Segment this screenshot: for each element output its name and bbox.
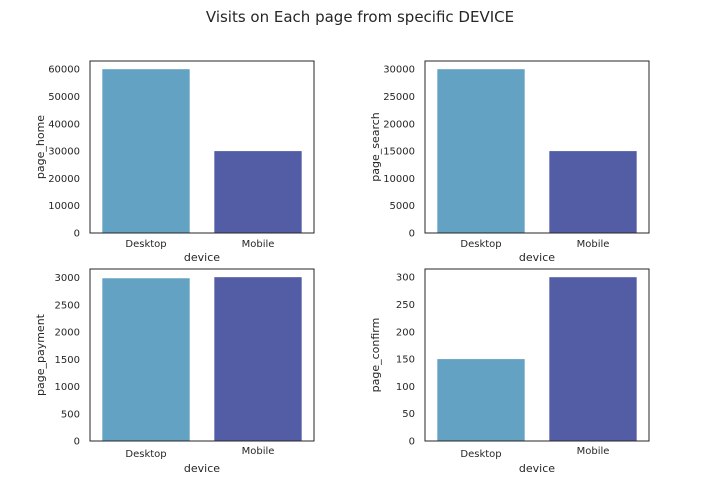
y-tick-label: 25000 (383, 92, 415, 103)
y-tick-label: 50 (402, 409, 415, 420)
y-tick-label: 0 (409, 437, 415, 448)
subplot-page_confirm: Desktop Mobile 0 50 100 150 200 250 300 device pag… (369, 268, 650, 475)
bar-mobile (214, 277, 302, 441)
subplots-grid: Desktop Mobile010000200003000040000500006… (34, 60, 650, 475)
y-axis-label: page_search (369, 112, 382, 182)
y-tick-label: 15000 (383, 147, 415, 158)
x-tick-label: Mobile (242, 239, 275, 250)
y-tick-label: 0 (409, 229, 415, 240)
y-tick-label: 5000 (390, 201, 415, 212)
y-tick-label: 1500 (55, 355, 80, 366)
axes-frame (424, 268, 650, 442)
y-tick-label: 300 (396, 273, 415, 284)
y-tick-label: 20000 (48, 174, 80, 185)
y-axis-label: page_payment (34, 313, 47, 396)
y-tick-label: 200 (396, 327, 415, 338)
x-tick-label: Desktop (125, 449, 166, 460)
y-tick-label: 30000 (383, 65, 415, 76)
axes-frame (424, 60, 650, 234)
bar-mobile (549, 151, 637, 233)
x-tick-label: Mobile (577, 239, 610, 250)
figure-title: Visits on Each page from specific DEVICE (206, 8, 514, 26)
x-axis-label: device (519, 251, 555, 264)
y-tick-label: 250 (396, 300, 415, 311)
y-axis-label: page_confirm (369, 318, 382, 393)
y-axis-label: page_home (34, 115, 47, 179)
y-tick-label: 10000 (48, 201, 80, 212)
bar-mobile (214, 151, 302, 233)
y-tick-label: 10000 (383, 174, 415, 185)
subplot-page_search: Desktop Mobile 0 5000 10000 15000 20000 25000 30… (369, 60, 650, 264)
y-tick-label: 500 (61, 409, 80, 420)
bar-desktop (102, 278, 190, 441)
axes-frame (89, 60, 315, 234)
y-tick-label: 30000 (48, 147, 80, 158)
y-tick-label: 20000 (383, 119, 415, 130)
y-tick-label: 50000 (48, 92, 80, 103)
subplot-page_payment: Desktop Mobile 0 500 1000 1500 2000 2500 3000 dev… (34, 268, 315, 475)
bar-desktop (102, 69, 190, 233)
x-tick-label: Desktop (125, 239, 166, 250)
x-tick-label: Mobile (242, 446, 275, 457)
x-axis-label: device (184, 251, 220, 264)
x-tick-label: Desktop (460, 449, 501, 460)
axes-frame (89, 268, 315, 442)
x-axis-label: device (519, 462, 555, 475)
bar-mobile (549, 277, 637, 441)
y-tick-label: 100 (396, 382, 415, 393)
bar-desktop (437, 359, 525, 441)
y-tick-label: 150 (396, 355, 415, 366)
y-tick-label: 0 (74, 229, 80, 240)
y-tick-label: 3000 (55, 273, 80, 284)
x-tick-label: Mobile (577, 446, 610, 457)
bar-desktop (437, 69, 525, 233)
y-tick-label: 2000 (55, 328, 80, 339)
y-tick-label: 60000 (48, 65, 80, 76)
y-tick-label: 40000 (48, 119, 80, 130)
subplot-page_home: Desktop Mobile 0 10000 20000 30000 40000 50000 6… (34, 60, 315, 264)
y-tick-label: 2500 (55, 300, 80, 311)
x-tick-label: Desktop (460, 239, 501, 250)
y-tick-label: 1000 (55, 382, 80, 393)
y-tick-label: 0 (74, 437, 80, 448)
x-axis-label: device (184, 462, 220, 475)
